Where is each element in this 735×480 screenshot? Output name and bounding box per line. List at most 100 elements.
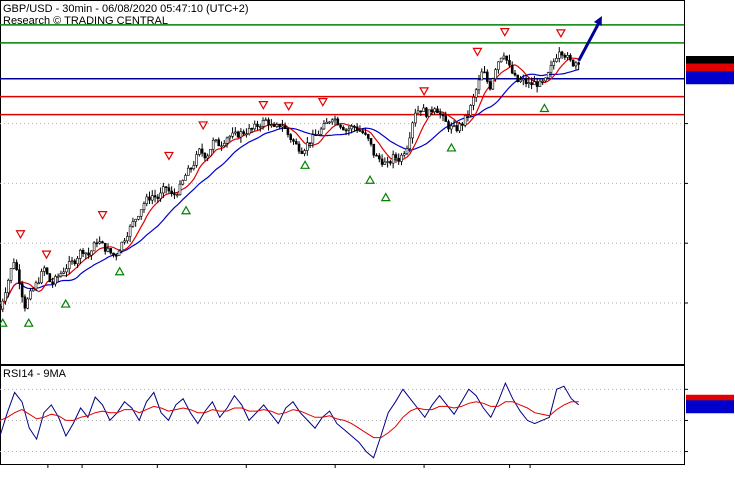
candle-body — [34, 282, 38, 290]
support-marker — [300, 160, 311, 169]
candle-body — [45, 267, 49, 274]
candle-body — [366, 134, 370, 139]
candle-body — [62, 271, 65, 274]
candle-body — [510, 64, 514, 74]
candle-body — [56, 275, 60, 278]
candle-body — [358, 130, 362, 132]
candle-body — [73, 260, 77, 265]
candle-body — [306, 142, 309, 151]
candle-body — [162, 186, 165, 194]
candle-body — [228, 136, 232, 139]
candle-body — [425, 107, 428, 117]
candle-body — [342, 126, 345, 131]
candle-body — [256, 123, 259, 128]
candle-body — [192, 165, 196, 169]
candle-body — [103, 242, 107, 252]
candle-body — [120, 241, 124, 252]
support-marker — [0, 317, 8, 327]
candle-body — [178, 183, 182, 196]
candle-body — [206, 155, 209, 159]
candle-body — [95, 242, 99, 245]
candle-body — [422, 107, 425, 112]
candle-body — [402, 153, 406, 156]
candle-body — [549, 65, 553, 73]
resistance-marker — [97, 211, 108, 220]
candle-body — [508, 59, 511, 66]
rsi-badges — [686, 394, 734, 414]
candle-body — [364, 132, 367, 135]
candle-body — [181, 180, 185, 185]
candle-body — [571, 59, 575, 67]
annotations — [0, 28, 566, 327]
candle-body — [239, 131, 243, 138]
candle-body — [344, 129, 348, 132]
candle-body — [31, 288, 35, 292]
candle-body — [101, 241, 104, 244]
resistance-marker — [15, 230, 26, 239]
candle-body — [131, 221, 135, 227]
candle-body — [12, 262, 16, 269]
candlesticks — [0, 47, 580, 313]
candle-body — [469, 104, 472, 116]
resistance-marker — [41, 250, 52, 260]
candle-body — [37, 282, 41, 285]
candle-body — [530, 82, 533, 86]
candle-body — [325, 121, 329, 124]
candle-body — [317, 134, 320, 136]
candle-body — [222, 143, 226, 147]
candle-body — [134, 218, 137, 222]
candle-body — [128, 225, 132, 237]
candle-body — [294, 141, 298, 145]
candle-body — [173, 193, 176, 196]
candle-body — [474, 89, 478, 98]
candle-body — [189, 167, 193, 170]
candle-body — [145, 196, 149, 204]
forecast-arrow-shaft — [577, 20, 602, 62]
forecast-arrow — [577, 15, 602, 62]
candle-body — [245, 133, 248, 136]
candle-body — [264, 119, 268, 122]
candle-body — [20, 283, 24, 298]
candle-body — [164, 186, 168, 189]
candle-body — [87, 252, 90, 256]
resistance-marker — [555, 29, 566, 39]
rsi-lines — [0, 381, 580, 459]
candle-body — [577, 62, 580, 65]
candle-body — [452, 125, 456, 127]
candle-body — [555, 57, 558, 62]
price-axis — [684, 123, 688, 304]
candle-body — [461, 123, 464, 126]
candle-body — [513, 72, 517, 76]
resistance-marker — [499, 28, 510, 37]
candle-body — [292, 139, 295, 142]
candle-body — [408, 137, 412, 149]
candle-body — [220, 145, 223, 148]
candle-body — [153, 195, 157, 198]
rsi-title: RSI14 - 9MA — [3, 368, 67, 380]
candle-body — [574, 62, 578, 67]
resistance-marker — [163, 151, 174, 161]
candle-body — [175, 194, 179, 197]
candle-body — [67, 261, 71, 269]
candle-body — [186, 167, 190, 176]
candle-body — [411, 122, 414, 139]
candle-body — [247, 128, 251, 135]
candle-body — [170, 190, 173, 195]
candle-body — [253, 123, 257, 130]
candle-body — [330, 119, 334, 123]
price-panel: GBP/USD - 30min - 06/08/2020 05:47:10 (U… — [0, 0, 734, 365]
candle-body — [552, 61, 556, 66]
candle-body — [76, 258, 79, 265]
candle-body — [419, 110, 423, 113]
rsi-axis — [684, 388, 688, 453]
price-badges — [686, 55, 734, 85]
candle-body — [441, 113, 445, 117]
candle-body — [416, 110, 420, 114]
candle-body — [148, 196, 151, 201]
candle-body — [524, 78, 528, 85]
candle-body — [447, 121, 450, 130]
candle-body — [405, 148, 409, 155]
candle-body — [319, 128, 323, 135]
rsi-ma-line — [0, 401, 579, 439]
candle-body — [455, 125, 459, 132]
